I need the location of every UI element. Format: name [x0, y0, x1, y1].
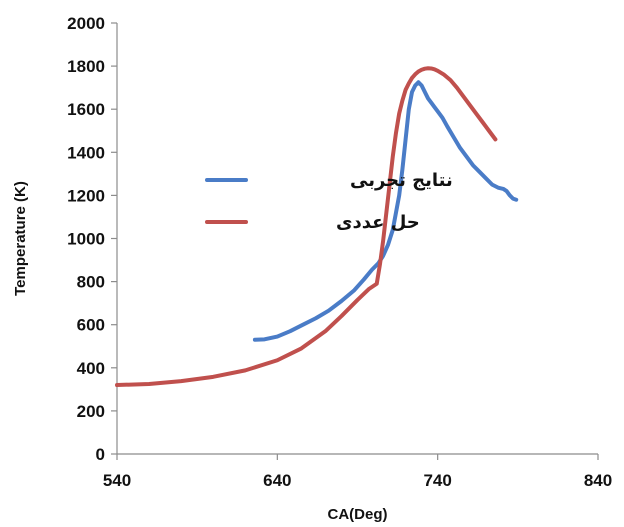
y-tick-label: 400: [77, 359, 105, 378]
y-tick-label: 1400: [67, 143, 105, 162]
y-tick-label: 0: [96, 445, 105, 464]
legend-label-numerical: حل عددى: [336, 212, 420, 233]
y-tick-label: 1600: [67, 100, 105, 119]
x-tick-label: 740: [423, 471, 451, 490]
experimental-series-line: [252, 80, 519, 342]
y-tick-label: 1800: [67, 57, 105, 76]
numerical-series-line: [115, 66, 498, 388]
x-tick-label: 640: [263, 471, 291, 490]
series-layer: [115, 66, 519, 388]
y-tick-label: 1200: [67, 186, 105, 205]
x-axis-ticks: 540 640 740 840: [103, 454, 612, 490]
legend-label-experimental: نتايج تجربى: [350, 170, 453, 191]
y-tick-label: 200: [77, 402, 105, 421]
y-axis-ticks: 0 200 400 600 800 1000 1200 1400 1600 1800 2000: [67, 14, 117, 464]
x-axis-title: CA(Deg): [328, 506, 388, 523]
y-tick-label: 1000: [67, 230, 105, 249]
y-tick-label: 600: [77, 316, 105, 335]
legend: نتايج تجربى حل عددى: [205, 170, 453, 233]
y-tick-label: 800: [77, 273, 105, 292]
y-axis-title: Temperature (K): [12, 181, 29, 296]
x-tick-label: 540: [103, 471, 131, 490]
x-tick-label: 840: [584, 471, 612, 490]
y-tick-label: 2000: [67, 14, 105, 33]
